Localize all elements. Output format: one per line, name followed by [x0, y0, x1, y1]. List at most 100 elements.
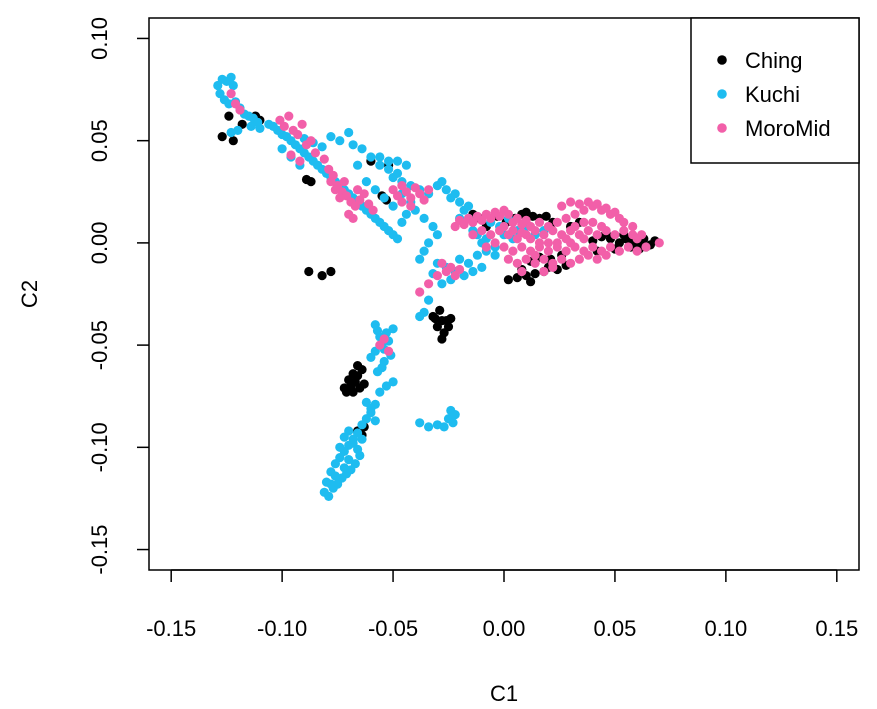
point-kuchi-3 [226, 72, 236, 82]
point-moromid-44 [437, 258, 447, 268]
point-kuchi-63 [401, 160, 411, 170]
point-moromid-137 [601, 203, 611, 213]
point-moromid-37 [406, 193, 416, 203]
x-tick-label: -0.10 [257, 616, 307, 641]
point-moromid-115 [557, 254, 567, 264]
legend-marker-moromid [717, 123, 727, 133]
point-moromid-118 [583, 250, 593, 260]
point-moromid-146 [530, 250, 540, 260]
legend-label-kuchi: Kuchi [745, 82, 800, 107]
point-kuchi-121 [388, 324, 398, 334]
point-moromid-151 [490, 238, 500, 248]
point-kuchi-165 [439, 422, 449, 432]
point-kuchi-131 [357, 420, 367, 430]
point-moromid-8 [297, 119, 307, 129]
point-moromid-105 [623, 242, 633, 252]
point-ching-38 [437, 316, 447, 326]
point-kuchi-80 [424, 238, 434, 248]
point-kuchi-98 [437, 279, 447, 289]
point-moromid-158 [543, 238, 554, 248]
point-moromid-85 [583, 226, 593, 236]
point-kuchi-181 [490, 250, 500, 260]
point-moromid-108 [654, 238, 664, 248]
point-moromid-41 [424, 185, 434, 195]
point-kuchi-124 [372, 367, 383, 377]
point-kuchi-147 [350, 459, 360, 469]
point-kuchi-149 [344, 455, 354, 465]
legend-label-moromid: MoroMid [745, 116, 831, 141]
point-moromid-119 [592, 254, 602, 264]
point-kuchi-93 [388, 201, 398, 211]
point-ching-50 [541, 211, 551, 221]
point-moromid-107 [641, 242, 651, 252]
y-axis-title: C2 [17, 280, 42, 308]
point-moromid-135 [583, 197, 593, 207]
point-kuchi-158 [326, 479, 336, 489]
point-moromid-80 [539, 230, 549, 240]
point-kuchi-91 [370, 185, 380, 195]
point-kuchi-160 [366, 403, 376, 414]
point-moromid-2 [235, 105, 245, 115]
point-moromid-132 [557, 201, 567, 211]
point-kuchi-87 [384, 156, 394, 166]
point-kuchi-110 [415, 311, 425, 322]
x-tick-label: -0.15 [146, 616, 196, 641]
point-moromid-14 [319, 154, 329, 164]
point-kuchi-92 [379, 193, 389, 203]
point-kuchi-154 [357, 434, 367, 444]
y-tick-label: 0.10 [87, 17, 112, 60]
point-kuchi-90 [361, 177, 371, 187]
point-moromid-156 [526, 234, 536, 244]
point-moromid-104 [614, 246, 625, 256]
point-moromid-86 [592, 230, 602, 240]
point-kuchi-123 [366, 352, 376, 362]
point-moromid-67 [503, 209, 513, 219]
point-moromid-124 [552, 217, 562, 227]
point-moromid-0 [226, 89, 236, 99]
point-moromid-4 [279, 121, 289, 131]
point-kuchi-73 [450, 189, 460, 199]
point-ching-39 [446, 313, 456, 324]
point-moromid-28 [326, 177, 336, 187]
point-moromid-73 [477, 226, 487, 236]
x-tick-label: -0.05 [368, 616, 418, 641]
point-ching-9 [317, 271, 327, 281]
point-kuchi-59 [366, 152, 376, 162]
point-moromid-101 [588, 242, 598, 252]
point-kuchi-71 [441, 185, 451, 195]
y-tick-label: -0.15 [87, 524, 112, 574]
point-ching-2 [228, 136, 238, 146]
point-moromid-89 [619, 226, 629, 236]
point-kuchi-54 [326, 132, 336, 142]
point-moromid-13 [295, 156, 305, 166]
point-kuchi-82 [415, 254, 425, 264]
point-kuchi-163 [424, 422, 434, 432]
point-moromid-138 [610, 207, 620, 217]
point-kuchi-81 [419, 246, 429, 256]
point-moromid-46 [446, 262, 456, 272]
point-ching-0 [217, 132, 227, 142]
point-kuchi-106 [472, 250, 482, 260]
point-kuchi-86 [392, 168, 403, 178]
point-kuchi-88 [375, 152, 385, 162]
point-moromid-49 [432, 271, 442, 281]
point-kuchi-60 [375, 160, 385, 170]
point-moromid-98 [561, 246, 571, 256]
point-moromid-5 [284, 111, 294, 121]
point-kuchi-89 [353, 160, 363, 170]
point-kuchi-74 [455, 197, 465, 207]
point-ching-10 [326, 266, 336, 277]
point-kuchi-150 [339, 463, 349, 473]
point-moromid-48 [455, 264, 465, 275]
point-moromid-157 [534, 238, 545, 248]
point-moromid-53 [379, 334, 389, 344]
point-kuchi-126 [388, 377, 398, 387]
point-kuchi-137 [330, 459, 340, 469]
point-moromid-51 [424, 279, 434, 289]
point-moromid-42 [397, 197, 407, 207]
point-ching-52 [503, 275, 513, 285]
point-kuchi-62 [392, 156, 403, 166]
point-moromid-155 [517, 228, 527, 238]
point-moromid-142 [637, 230, 647, 240]
point-moromid-92 [508, 246, 518, 256]
